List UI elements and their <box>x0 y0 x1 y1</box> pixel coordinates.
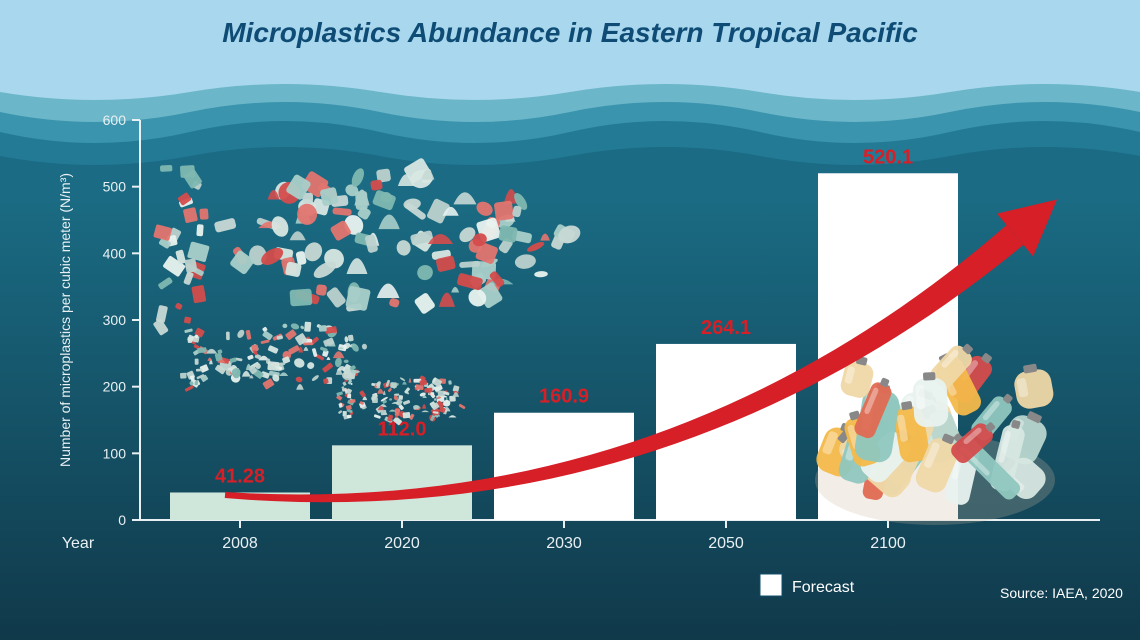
stage: Microplastics Abundance in Eastern Tropi… <box>0 0 1140 640</box>
y-tick-label: 100 <box>103 445 127 461</box>
y-axis-title: Number of microplastics per cubic meter … <box>57 173 73 467</box>
x-tick-label: 2020 <box>384 535 420 552</box>
bar-value-label: 41.28 <box>215 465 265 487</box>
y-tick-label: 0 <box>118 512 126 528</box>
x-axis-title: Year <box>62 535 95 552</box>
x-tick-label: 2008 <box>222 535 258 552</box>
y-tick-label: 600 <box>103 112 127 128</box>
bar-value-label: 160.9 <box>539 386 589 408</box>
bar-value-label: 520.1 <box>863 146 913 168</box>
x-tick-label: 2050 <box>708 535 744 552</box>
source-text: Source: IAEA, 2020 <box>1000 585 1123 601</box>
bar <box>332 445 472 520</box>
x-tick-label: 2100 <box>870 535 906 552</box>
chart-svg: Microplastics Abundance in Eastern Tropi… <box>0 0 1140 640</box>
y-tick-label: 300 <box>103 312 127 328</box>
chart-title: Microplastics Abundance in Eastern Tropi… <box>222 17 918 48</box>
y-tick-label: 400 <box>103 245 127 261</box>
legend-swatch <box>760 574 782 596</box>
bar-value-label: 264.1 <box>701 317 751 339</box>
y-tick-label: 200 <box>103 379 127 395</box>
x-tick-label: 2030 <box>546 535 582 552</box>
legend-label: Forecast <box>792 579 855 596</box>
y-tick-label: 500 <box>103 179 127 195</box>
